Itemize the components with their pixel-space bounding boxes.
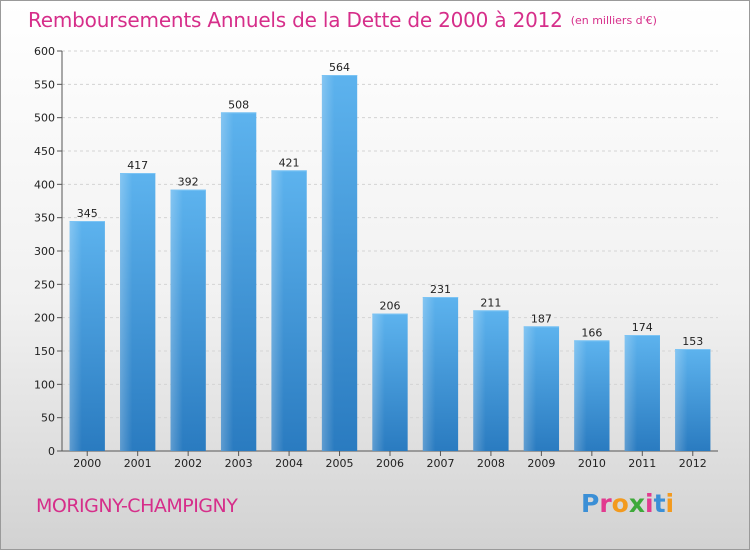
logo-letter: x: [628, 489, 645, 518]
bar-highlight: [675, 349, 688, 451]
data-label: 508: [228, 98, 249, 111]
x-tick-label: 2009: [527, 457, 555, 470]
data-label: 231: [430, 283, 451, 296]
bar-highlight: [170, 189, 183, 451]
x-tick-label: 2005: [326, 457, 354, 470]
y-tick-label: 300: [34, 245, 55, 258]
x-tick-label: 2007: [426, 457, 454, 470]
data-label: 187: [531, 312, 552, 325]
y-tick-label: 600: [34, 45, 55, 58]
y-tick-label: 0: [48, 445, 55, 458]
proxiti-logo: Proxiti: [581, 489, 674, 518]
bar-highlight: [220, 112, 234, 451]
data-label: 206: [380, 300, 401, 313]
bar-highlight: [120, 173, 133, 451]
chart-title: Remboursements Annuels de la Dette de 20…: [28, 8, 563, 32]
bar-highlight: [473, 310, 486, 451]
y-tick-label: 100: [34, 378, 55, 391]
y-tick-label: 350: [34, 212, 55, 225]
bar-highlight: [574, 340, 587, 451]
data-label: 174: [632, 321, 653, 334]
x-tick-label: 2008: [477, 457, 505, 470]
data-label: 211: [480, 296, 501, 309]
x-tick-label: 2006: [376, 457, 404, 470]
x-tick-label: 2002: [174, 457, 202, 470]
data-label: 166: [581, 326, 602, 339]
labels: 0 50 100 150 200 250 300 350 400 450 500 550 600 345 2…: [34, 45, 707, 470]
y-tick-label: 200: [34, 312, 55, 325]
x-tick-label: 2010: [578, 457, 606, 470]
logo-letter: t: [653, 489, 666, 518]
bar-highlight: [523, 326, 537, 451]
x-tick-label: 2004: [275, 457, 303, 470]
logo-letter: o: [611, 489, 629, 518]
bars: [69, 75, 711, 452]
y-tick-label: 250: [34, 278, 55, 291]
y-tick-label: 400: [34, 178, 55, 191]
chart-subtitle: (en milliers d'€): [570, 14, 657, 27]
data-label: 417: [127, 159, 148, 172]
x-tick-label: 2000: [73, 457, 101, 470]
x-tick-label: 2003: [225, 457, 253, 470]
x-tick-label: 2001: [124, 457, 152, 470]
data-label: 421: [279, 156, 300, 169]
bar-highlight: [422, 297, 436, 451]
data-label: 392: [178, 176, 199, 189]
logo-letter: P: [581, 489, 600, 518]
y-tick-label: 450: [34, 145, 55, 158]
bar-highlight: [624, 335, 638, 451]
bar-highlight: [271, 170, 284, 452]
bar-highlight: [372, 313, 385, 451]
data-label: 153: [682, 335, 703, 348]
y-tick-label: 50: [41, 412, 55, 425]
x-tick-label: 2011: [628, 457, 656, 470]
city-name: MORIGNY-CHAMPIGNY: [36, 495, 238, 517]
data-label: 564: [329, 61, 350, 74]
bar-highlight: [321, 75, 335, 451]
y-tick-label: 500: [34, 112, 55, 125]
y-tick-label: 150: [34, 345, 55, 358]
logo-letter: i: [645, 489, 654, 518]
logo-letter: i: [665, 489, 675, 518]
chart-title-row: Remboursements Annuels de la Dette de 20…: [28, 8, 657, 32]
data-label: 345: [77, 207, 98, 220]
x-tick-label: 2012: [679, 457, 707, 470]
y-tick-label: 550: [34, 78, 55, 91]
logo-letter: r: [599, 489, 612, 518]
bar-highlight: [69, 221, 82, 451]
